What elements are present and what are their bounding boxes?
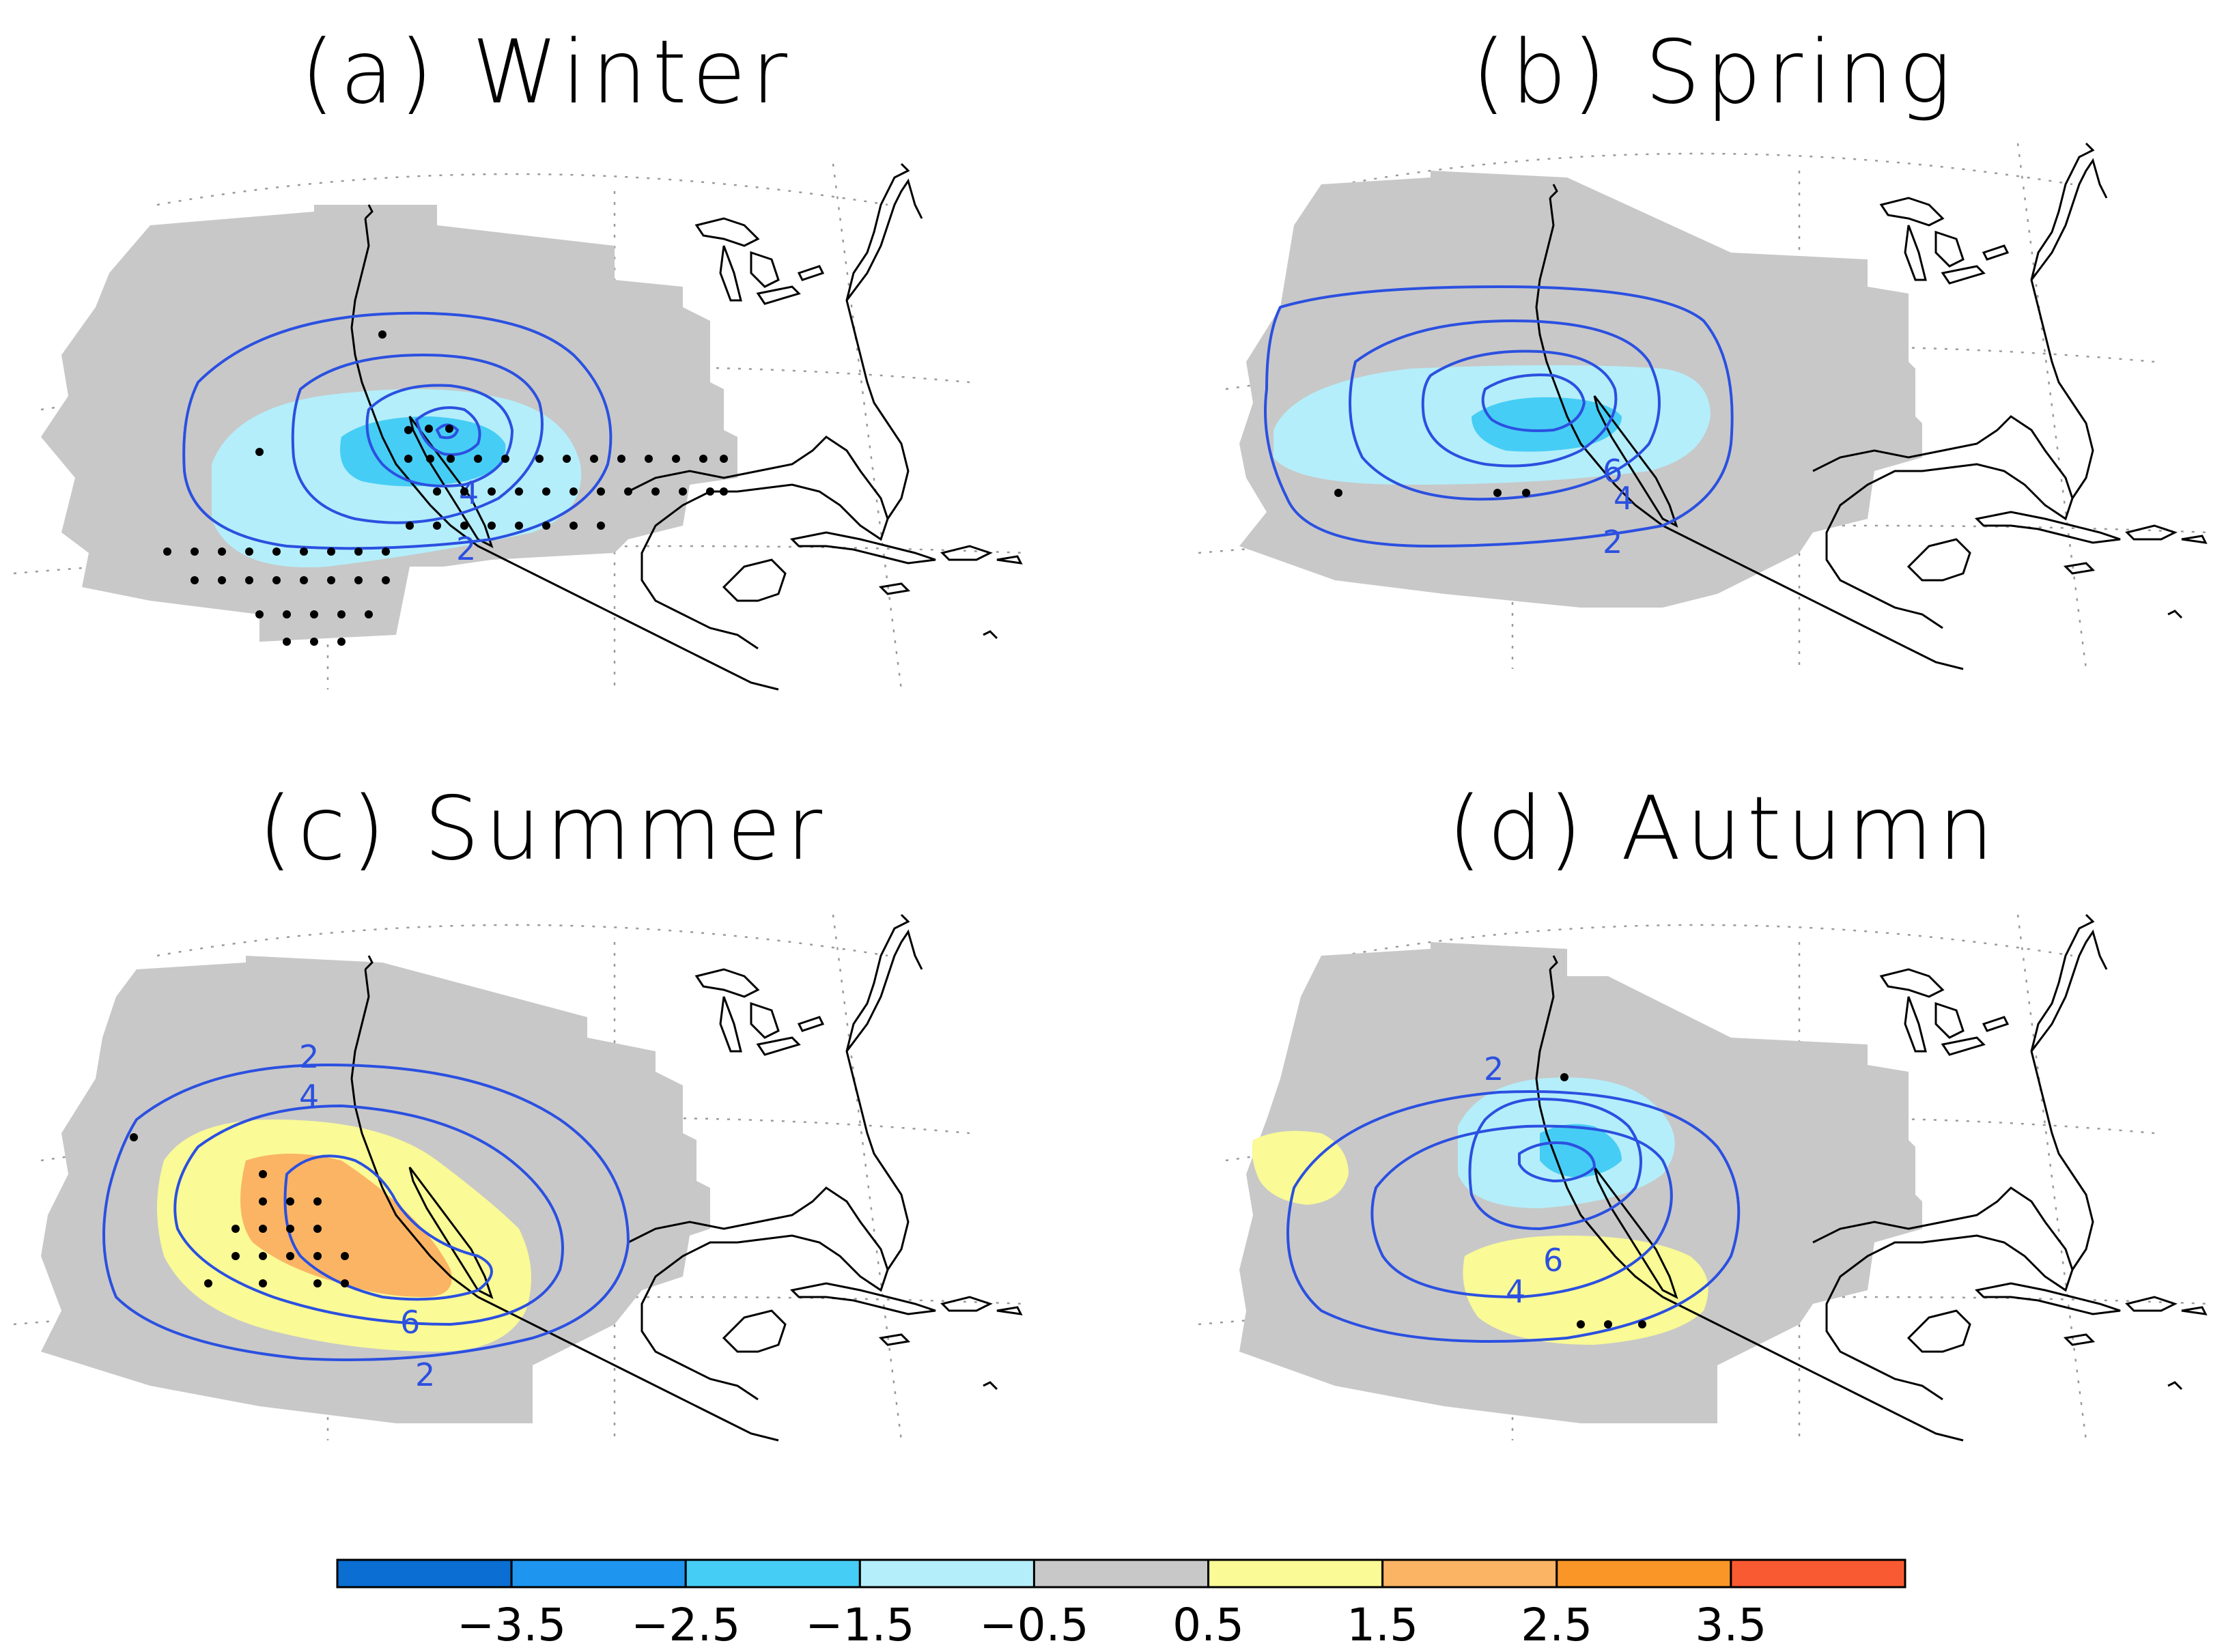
colorbar-tick-label: −1.5 — [805, 1599, 914, 1651]
panel-d-fill-yellow-west — [1252, 1130, 1349, 1205]
panel-d-contour-label-4: 4 — [1506, 1273, 1525, 1310]
colorbar-tick-label: −3.5 — [457, 1599, 566, 1651]
panel-c-stipple — [130, 1133, 349, 1287]
colorbar-tick-label: 1.5 — [1347, 1599, 1418, 1651]
colorbar-swatch-3 — [858, 1558, 1035, 1589]
colorbar: −3.5 −2.5 −1.5 −0.5 0.5 1.5 2.5 3.5 — [336, 1558, 1906, 1651]
colorbar-swatch-6 — [1381, 1558, 1558, 1589]
panel-d-map: 2 6 4 — [1197, 913, 2210, 1442]
panel-b-contour-label-2: 2 — [1603, 524, 1622, 560]
colorbar-swatch-5 — [1207, 1558, 1384, 1589]
panel-a-stipple — [163, 330, 728, 646]
panel-c-contour-label-6: 6 — [400, 1304, 420, 1341]
panel-c-contour-label-4: 4 — [299, 1078, 319, 1115]
panel-d-title: (d) Autumn — [1448, 778, 1999, 880]
panel-d-fill-yellow-south — [1463, 1236, 1708, 1345]
panel-b-contour-label-6: 6 — [1603, 453, 1622, 489]
panel-c-contour-label-2-bottom: 2 — [415, 1356, 435, 1393]
panel-b-stipple — [1334, 489, 1530, 497]
colorbar-swatch-7 — [1556, 1558, 1732, 1589]
panel-a-contour-label-2: 2 — [456, 530, 476, 567]
colorbar-tick-label: −0.5 — [979, 1599, 1088, 1651]
panel-d-contour-label-2: 2 — [1484, 1051, 1504, 1087]
colorbar-swatch-1 — [510, 1558, 687, 1589]
panel-c-fill-mid — [240, 1154, 452, 1297]
colorbar-tick-label: −2.5 — [631, 1599, 740, 1651]
panel-d-stipple — [1560, 1073, 1646, 1328]
panel-b-title: (b) Spring — [1472, 22, 1957, 124]
colorbar-swatch-8 — [1730, 1558, 1906, 1589]
colorbar-tick-label: 3.5 — [1695, 1599, 1766, 1651]
colorbar-swatch-2 — [684, 1558, 861, 1589]
panel-c-title: (c) Summer — [258, 778, 828, 880]
panel-c-map: 2 4 6 2 — [12, 913, 1026, 1442]
panel-d-fill-mid — [1540, 1124, 1622, 1178]
panel-b-contour-label-4: 4 — [1614, 480, 1633, 517]
panel-c-contour-label-2-top: 2 — [299, 1038, 319, 1075]
panel-b-map: 6 4 2 — [1197, 142, 2210, 670]
colorbar-swatch-4 — [1032, 1558, 1210, 1589]
panel-a-title: (a) Winter — [300, 22, 793, 124]
panel-a-map: 4 2 — [12, 162, 1026, 691]
colorbar-tick-label: 0.5 — [1172, 1599, 1244, 1651]
colorbar-swatch-0 — [336, 1558, 513, 1589]
panel-d-contour-label-6: 6 — [1543, 1242, 1563, 1279]
colorbar-tick-label: 2.5 — [1521, 1599, 1592, 1651]
panel-b-fill-mid — [1472, 397, 1622, 452]
